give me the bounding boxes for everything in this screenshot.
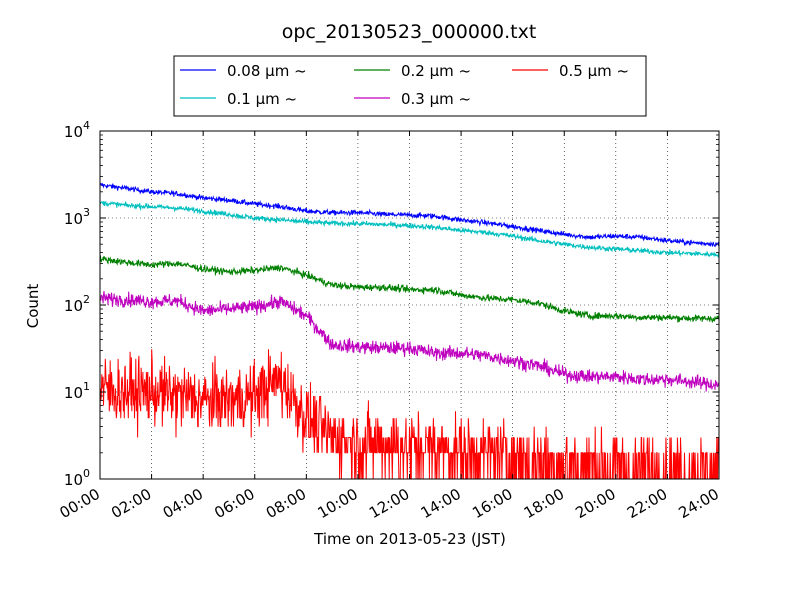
x-tick-label: 08:00	[263, 485, 309, 522]
legend-entry: 0.5 μm ~	[512, 62, 629, 80]
x-tick-label: 24:00	[676, 485, 722, 522]
legend-entry: 0.08 μm ~	[180, 62, 307, 80]
y-tick-label: 104	[64, 119, 90, 141]
x-tick-label: 04:00	[160, 485, 206, 522]
x-tick-label: 00:00	[57, 485, 103, 522]
plot-background	[100, 131, 719, 479]
series-line	[100, 182, 719, 248]
series-line	[100, 255, 719, 323]
series-line	[100, 349, 719, 479]
y-axis-label: Count	[24, 284, 42, 329]
plot-area: 00:00 02:00 04:00 06:00 08:00 10:00 12:00 14:00…	[57, 119, 722, 522]
x-tick-label: 20:00	[572, 485, 618, 522]
x-tick-label: 18:00	[521, 485, 567, 522]
series-line	[100, 291, 719, 392]
x-tick-label: 12:00	[366, 485, 412, 522]
y-tick-label: 103	[64, 206, 90, 228]
x-axis-label: Time on 2013-05-23 (JST)	[313, 530, 506, 548]
chart-title: opc_20130523_000000.txt	[282, 21, 537, 43]
x-tick-label: 14:00	[418, 485, 464, 522]
series-group	[100, 182, 719, 479]
legend-label: 0.3 μm ~	[401, 90, 471, 108]
x-tick-label: 22:00	[624, 485, 670, 522]
legend-entry: 0.1 μm ~	[180, 90, 297, 108]
legend-entry: 0.2 μm ~	[354, 62, 471, 80]
legend-label: 0.5 μm ~	[559, 62, 629, 80]
y-tick-label: 100	[64, 467, 90, 489]
x-tick-label: 02:00	[108, 485, 154, 522]
legend-label: 0.08 μm ~	[227, 62, 307, 80]
x-tick-label: 06:00	[211, 485, 257, 522]
series-line	[100, 200, 719, 258]
legend-entry: 0.3 μm ~	[354, 90, 471, 108]
legend-label: 0.2 μm ~	[401, 62, 471, 80]
legend-box	[173, 55, 647, 117]
x-tick-label: 10:00	[314, 485, 360, 522]
legend-label: 0.1 μm ~	[227, 90, 297, 108]
y-tick-label: 102	[64, 293, 90, 315]
x-tick-label: 16:00	[469, 485, 515, 522]
y-tick-label: 101	[64, 380, 90, 402]
